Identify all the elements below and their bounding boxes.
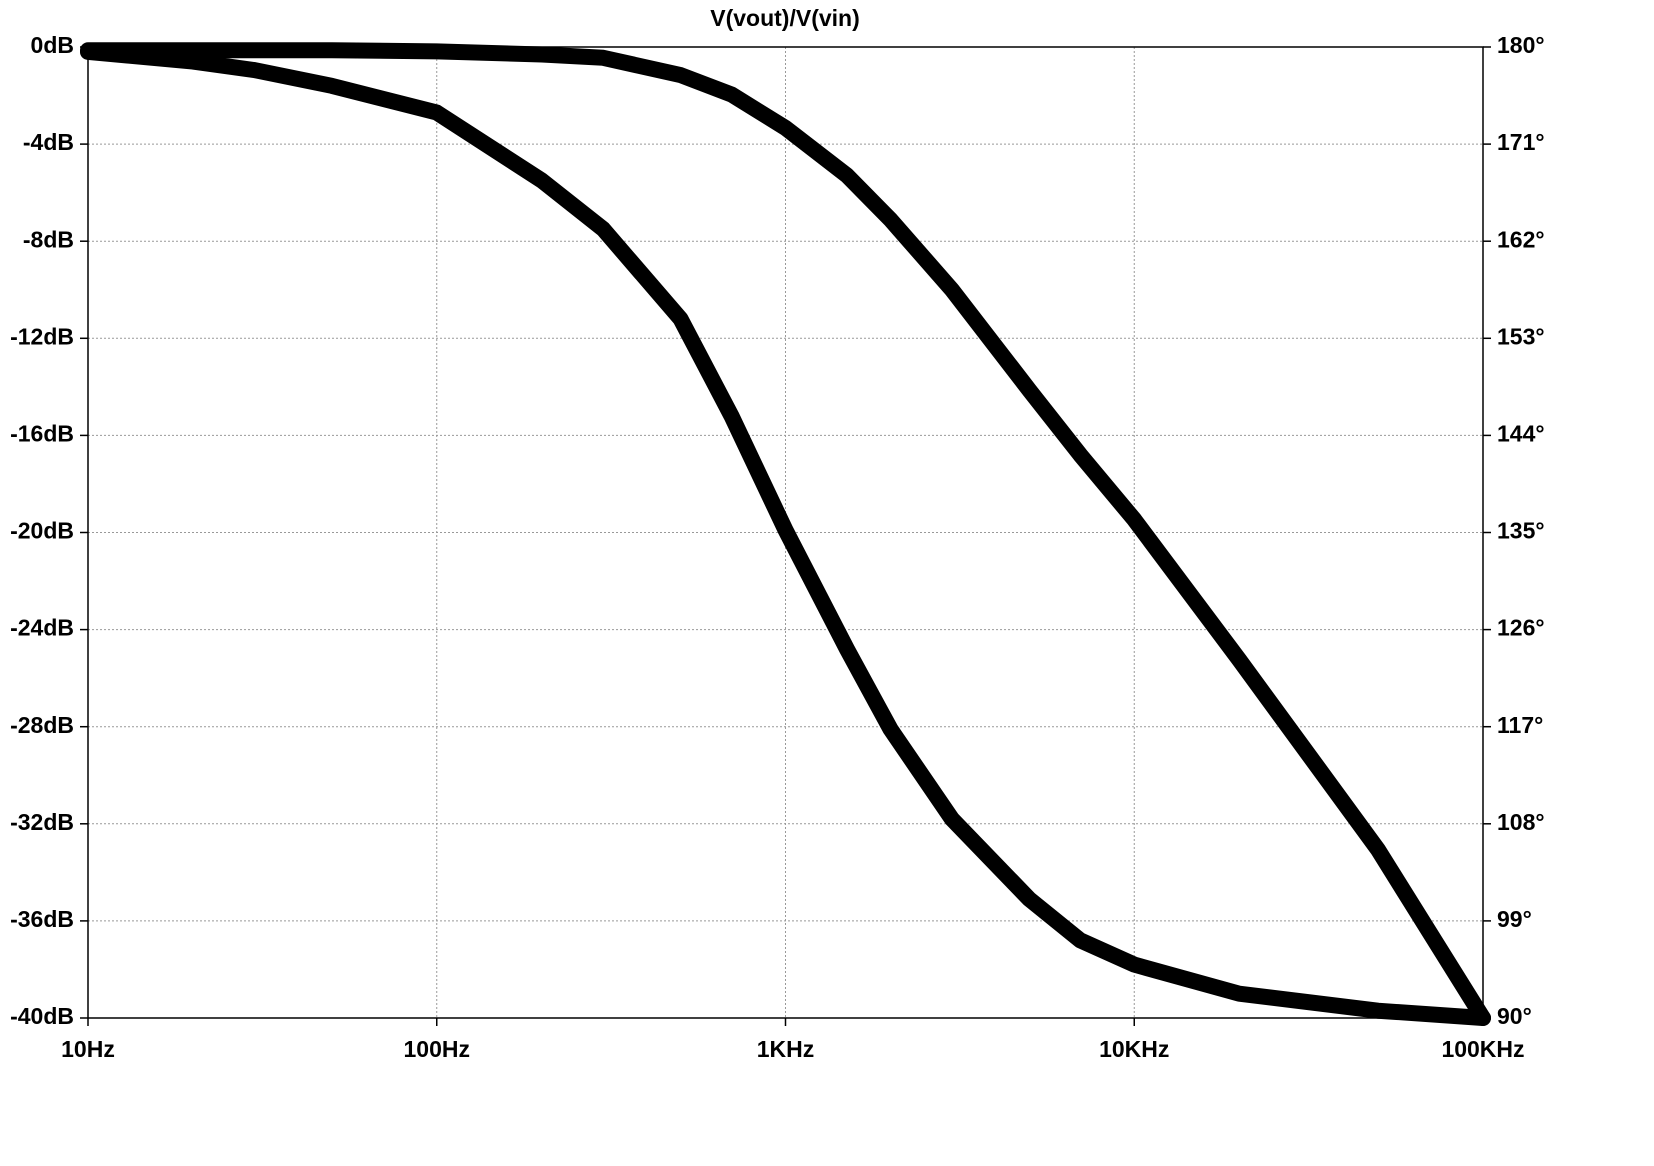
x-tick-label: 100Hz <box>404 1036 470 1062</box>
y-tick-label: -36dB <box>10 906 74 932</box>
plot-frame <box>87 46 1484 1019</box>
y-tick-label: -40dB <box>10 1003 74 1029</box>
y2-tick-label: 126° <box>1497 615 1545 641</box>
x-tick-label: 10KHz <box>1099 1036 1169 1062</box>
y-tick-label: -32dB <box>10 809 74 835</box>
series-line <box>80 42 1491 1026</box>
y2-tick-label: 99° <box>1497 906 1532 932</box>
y-tick-label: -8dB <box>23 226 74 252</box>
y-tick-label: -28dB <box>10 712 74 738</box>
y2-tick-label: 180° <box>1497 32 1545 58</box>
x-tick-label: 1KHz <box>757 1036 815 1062</box>
y2-tick-label: 153° <box>1497 323 1545 349</box>
y2-tick-label: 90° <box>1497 1003 1532 1029</box>
y2-tick-label: 117° <box>1497 712 1543 738</box>
y-tick-label: -20dB <box>10 518 74 544</box>
y-tick-label: 0dB <box>31 32 74 58</box>
y-tick-label: -16dB <box>10 420 74 446</box>
y-tick-label: -4dB <box>23 129 74 155</box>
y-tick-label: -24dB <box>10 615 74 641</box>
y2-tick-label: 135° <box>1497 518 1545 544</box>
x-tick-label: 100KHz <box>1441 1036 1524 1062</box>
y2-tick-label: 144° <box>1497 420 1545 446</box>
y-tick-label: -12dB <box>10 323 74 349</box>
chart-title: V(vout)/V(vin) <box>710 5 860 31</box>
y2-tick-label: 171° <box>1497 129 1545 155</box>
y2-tick-label: 162° <box>1497 226 1545 252</box>
y2-tick-label: 108° <box>1497 809 1545 835</box>
series-line <box>80 43 1491 1026</box>
x-tick-label: 10Hz <box>61 1036 115 1062</box>
